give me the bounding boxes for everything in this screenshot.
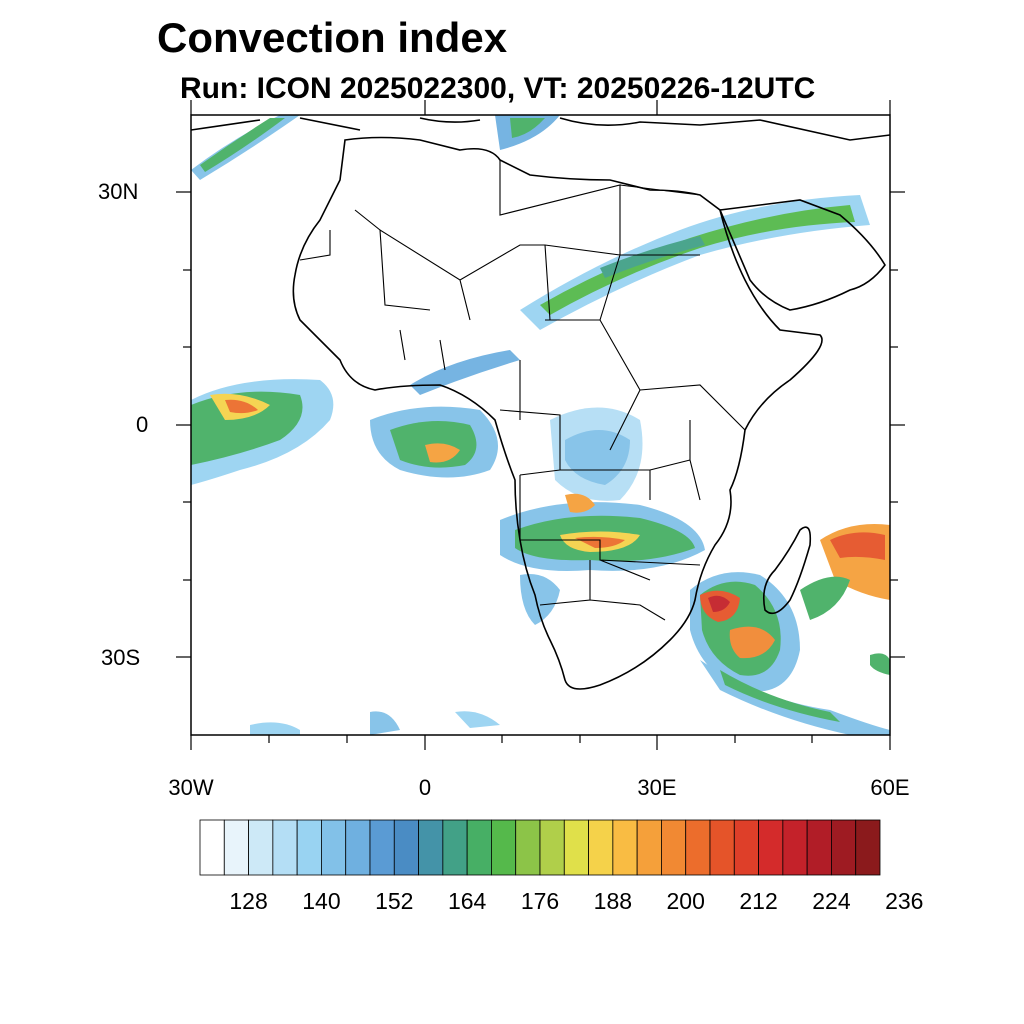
lon-label-30w: 30W bbox=[168, 775, 214, 800]
convection-field bbox=[191, 115, 890, 735]
lat-label-30n: 30N bbox=[98, 179, 139, 204]
colorbar-label: 224 bbox=[812, 888, 851, 914]
colorbar-label: 236 bbox=[885, 888, 924, 914]
lon-label-30e: 30E bbox=[637, 775, 677, 800]
chart-title: Convection index bbox=[157, 14, 508, 61]
lon-label-60e: 60E bbox=[870, 775, 910, 800]
colorbar-label: 212 bbox=[739, 888, 778, 914]
lat-label-30s: 30S bbox=[101, 645, 141, 670]
chart-subtitle: Run: ICON 2025022300, VT: 20250226-12UTC bbox=[180, 72, 816, 105]
lon-label-0: 0 bbox=[418, 775, 432, 800]
colorbar-label: 140 bbox=[302, 888, 341, 914]
colorbar-label: 188 bbox=[593, 888, 633, 914]
colorbar-label: 164 bbox=[447, 888, 487, 914]
colorbar-label: 152 bbox=[375, 888, 414, 914]
map-content bbox=[191, 115, 890, 735]
lat-label-0: 0 bbox=[136, 412, 149, 437]
axis-ticks bbox=[176, 100, 905, 750]
colorbar-label: 176 bbox=[520, 888, 560, 914]
coastlines bbox=[191, 117, 890, 690]
country-borders bbox=[299, 160, 746, 621]
colorbar-label: 200 bbox=[666, 888, 705, 914]
colorbar-label: 128 bbox=[229, 888, 268, 914]
